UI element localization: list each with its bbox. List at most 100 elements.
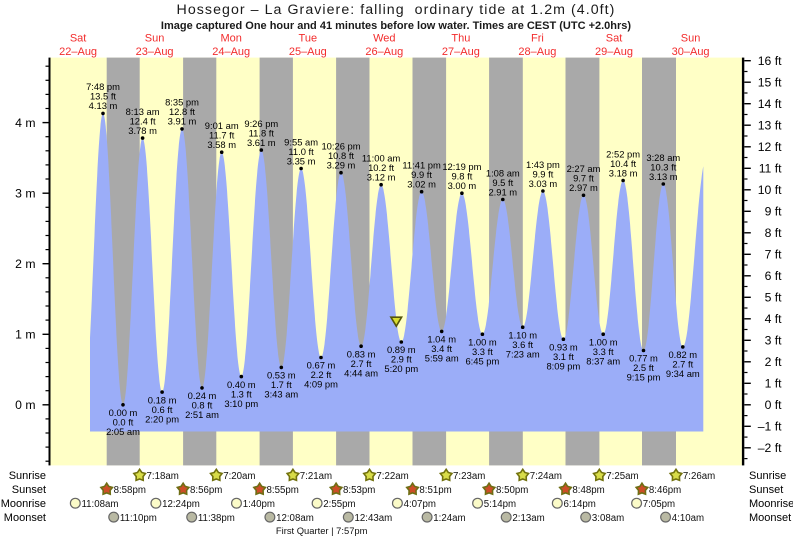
svg-text:3:08am: 3:08am — [592, 513, 624, 524]
svg-text:4:44 am: 4:44 am — [344, 367, 378, 378]
svg-text:Sun: Sun — [681, 33, 701, 45]
svg-text:12 ft: 12 ft — [758, 140, 782, 154]
svg-text:8 ft: 8 ft — [765, 226, 783, 240]
svg-text:9:26 pm: 9:26 pm — [244, 118, 278, 129]
svg-text:9:01 am: 9:01 am — [205, 120, 239, 131]
svg-text:1.3 ft: 1.3 ft — [231, 388, 252, 399]
svg-text:Thu: Thu — [451, 33, 470, 45]
svg-text:25–Aug: 25–Aug — [289, 46, 327, 58]
svg-text:Moonrise: Moonrise — [749, 498, 793, 510]
svg-text:12.8 ft: 12.8 ft — [169, 106, 195, 117]
svg-text:9.5 ft: 9.5 ft — [492, 177, 513, 188]
svg-text:11.7 ft: 11.7 ft — [209, 130, 235, 141]
svg-text:27–Aug: 27–Aug — [442, 46, 480, 58]
svg-text:6 ft: 6 ft — [765, 269, 783, 283]
svg-text:Mon: Mon — [220, 33, 241, 45]
svg-text:3 ft: 3 ft — [765, 334, 783, 348]
svg-text:1.10 m: 1.10 m — [508, 329, 537, 340]
svg-text:Hossegor – La Graviere: fallin: Hossegor – La Graviere: falling ordinary… — [177, 2, 616, 18]
svg-text:8:13 am: 8:13 am — [126, 106, 160, 117]
svg-text:–2 ft: –2 ft — [758, 441, 782, 455]
svg-text:0.0 ft: 0.0 ft — [113, 417, 134, 428]
svg-text:3.58 m: 3.58 m — [207, 139, 236, 150]
svg-text:8:09 pm: 8:09 pm — [546, 360, 580, 371]
svg-text:11.0 ft: 11.0 ft — [288, 146, 314, 157]
svg-text:10 ft: 10 ft — [758, 183, 782, 197]
svg-text:11:38pm: 11:38pm — [198, 513, 235, 524]
svg-text:10.8 ft: 10.8 ft — [328, 150, 354, 161]
svg-text:2.2 ft: 2.2 ft — [311, 369, 332, 380]
svg-text:Sat: Sat — [606, 33, 623, 45]
svg-text:Moonrise: Moonrise — [1, 498, 46, 510]
svg-text:0.24 m: 0.24 m — [188, 390, 217, 401]
svg-text:10.4 ft: 10.4 ft — [610, 158, 636, 169]
svg-text:0.93 m: 0.93 m — [549, 341, 578, 352]
svg-text:Wed: Wed — [373, 33, 395, 45]
svg-text:7:23am: 7:23am — [453, 471, 485, 482]
svg-text:0.83 m: 0.83 m — [347, 348, 376, 359]
svg-text:2:27 am: 2:27 am — [567, 163, 601, 174]
svg-text:0.18 m: 0.18 m — [148, 394, 177, 405]
svg-text:First Quarter | 7:57pm: First Quarter | 7:57pm — [276, 525, 368, 536]
svg-text:2.91 m: 2.91 m — [488, 186, 517, 197]
svg-text:1 m: 1 m — [15, 328, 35, 342]
svg-text:2.7 ft: 2.7 ft — [672, 359, 693, 370]
svg-text:1.7 ft: 1.7 ft — [271, 379, 292, 390]
svg-text:12:19 pm: 12:19 pm — [442, 161, 481, 172]
svg-text:2:51 am: 2:51 am — [185, 409, 219, 420]
svg-text:0.53 m: 0.53 m — [267, 370, 296, 381]
svg-text:4 ft: 4 ft — [765, 312, 783, 326]
svg-text:0.8 ft: 0.8 ft — [192, 400, 213, 411]
svg-text:15 ft: 15 ft — [758, 76, 782, 90]
svg-text:3.4 ft: 3.4 ft — [431, 343, 452, 354]
svg-text:3 m: 3 m — [15, 187, 35, 201]
svg-text:–1 ft: –1 ft — [758, 420, 782, 434]
svg-text:7:20am: 7:20am — [223, 471, 255, 482]
svg-text:8:53pm: 8:53pm — [343, 485, 375, 496]
svg-text:8:51pm: 8:51pm — [419, 485, 451, 496]
svg-text:13.5 ft: 13.5 ft — [90, 91, 116, 102]
svg-text:7 ft: 7 ft — [765, 248, 783, 262]
svg-text:0.6 ft: 0.6 ft — [152, 404, 173, 415]
svg-text:10.3 ft: 10.3 ft — [650, 161, 676, 172]
svg-text:Moonset: Moonset — [749, 512, 791, 524]
svg-text:4:09 pm: 4:09 pm — [304, 379, 338, 390]
svg-text:11:41 pm: 11:41 pm — [402, 160, 441, 171]
svg-text:14 ft: 14 ft — [758, 97, 782, 111]
svg-text:7:21am: 7:21am — [300, 471, 332, 482]
svg-text:6:14pm: 6:14pm — [564, 499, 596, 510]
svg-text:11 ft: 11 ft — [759, 162, 782, 176]
svg-text:Image captured One hour and 41: Image captured One hour and 41 minutes b… — [161, 20, 632, 32]
svg-text:7:23 am: 7:23 am — [506, 348, 540, 359]
svg-text:4:10am: 4:10am — [672, 513, 704, 524]
svg-text:2:20 pm: 2:20 pm — [145, 413, 179, 424]
svg-text:2:52 pm: 2:52 pm — [606, 148, 640, 159]
svg-text:11:08am: 11:08am — [82, 499, 119, 510]
svg-text:12:08am: 12:08am — [276, 513, 314, 524]
svg-text:8:55pm: 8:55pm — [267, 485, 299, 496]
svg-text:8:37 am: 8:37 am — [586, 355, 620, 366]
svg-text:8:58pm: 8:58pm — [114, 485, 146, 496]
svg-text:3.61 m: 3.61 m — [247, 137, 276, 148]
svg-text:23–Aug: 23–Aug — [136, 46, 174, 58]
svg-text:7:48 pm: 7:48 pm — [86, 81, 120, 92]
svg-text:7:18am: 7:18am — [147, 471, 179, 482]
svg-text:12:24pm: 12:24pm — [162, 499, 200, 510]
svg-text:5:14pm: 5:14pm — [484, 499, 516, 510]
svg-text:3.91 m: 3.91 m — [168, 116, 197, 127]
svg-text:3.6 ft: 3.6 ft — [512, 339, 533, 350]
svg-text:7:25am: 7:25am — [606, 471, 638, 482]
svg-text:0 m: 0 m — [15, 398, 35, 412]
svg-text:3.78 m: 3.78 m — [128, 125, 157, 136]
svg-text:Moonset: Moonset — [4, 512, 46, 524]
svg-text:3.12 m: 3.12 m — [367, 172, 396, 183]
svg-text:1:24am: 1:24am — [433, 513, 465, 524]
svg-text:Sunrise: Sunrise — [749, 470, 786, 482]
svg-text:2 m: 2 m — [15, 257, 35, 271]
svg-text:11.8 ft: 11.8 ft — [249, 127, 275, 138]
svg-text:1:43 pm: 1:43 pm — [526, 159, 560, 170]
svg-text:24–Aug: 24–Aug — [212, 46, 250, 58]
svg-text:2:05 am: 2:05 am — [106, 426, 140, 437]
svg-text:Sunset: Sunset — [749, 484, 783, 496]
svg-text:22–Aug: 22–Aug — [59, 46, 97, 58]
